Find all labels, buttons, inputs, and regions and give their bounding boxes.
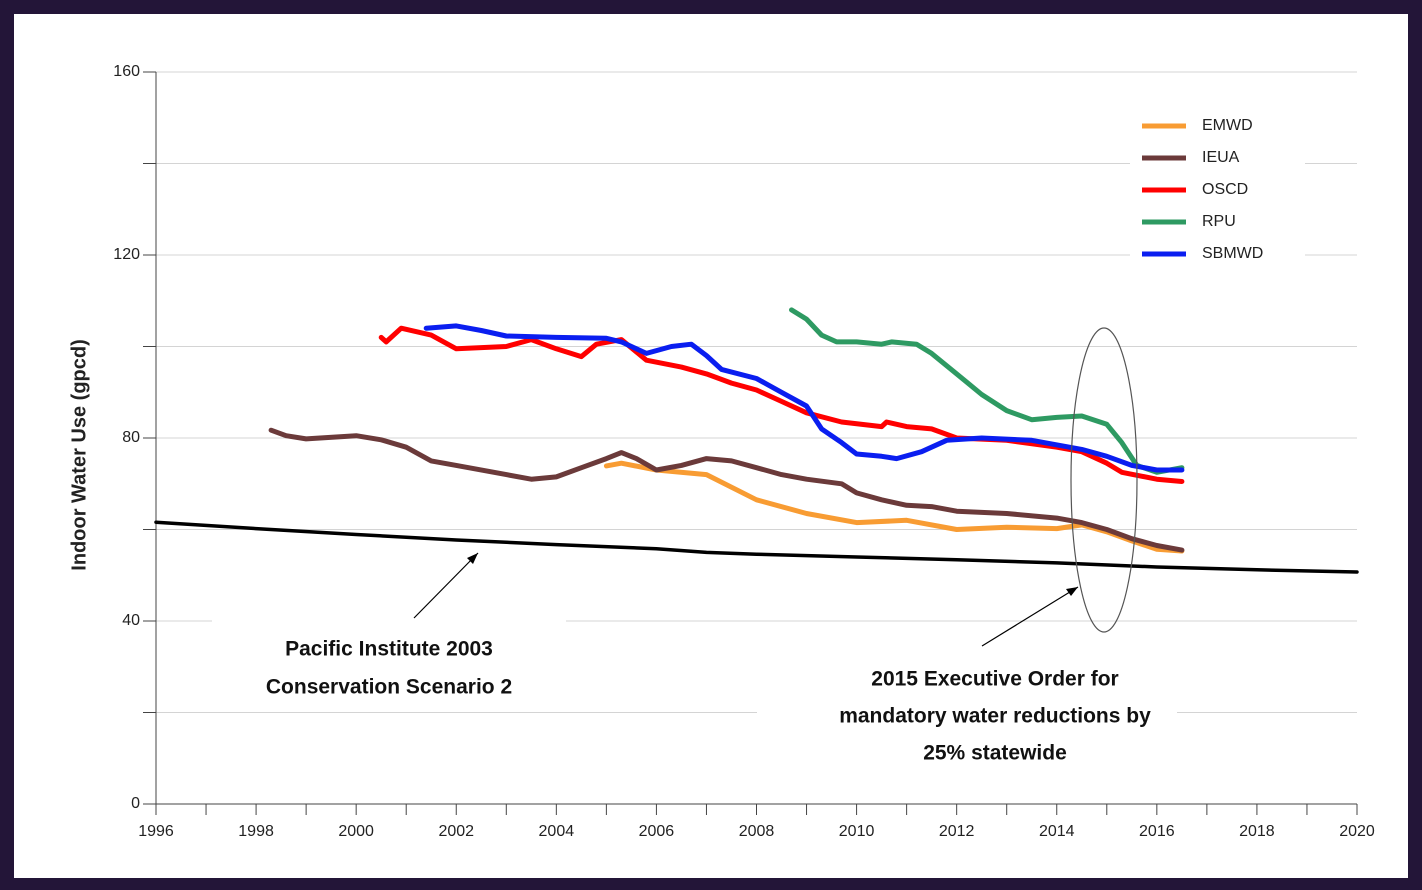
annotation-box — [757, 658, 1177, 770]
x-tick-label: 2002 — [438, 823, 474, 840]
x-tick-label: 2012 — [939, 823, 975, 840]
x-tick-label: 2000 — [338, 823, 374, 840]
annotation: 2015 Executive Order for — [871, 668, 1118, 691]
series-line — [789, 307, 1185, 475]
annotation: Pacific Institute 2003 — [285, 638, 493, 661]
series-line — [154, 520, 1359, 574]
x-tick-label: 2014 — [1039, 823, 1075, 840]
y-tick-label: 0 — [131, 795, 140, 812]
x-tick-label: 2020 — [1339, 823, 1375, 840]
overlay: Pacific Institute 2003 Conservation Scen… — [68, 110, 1305, 770]
y-tick-label: 80 — [122, 429, 140, 446]
annotation: mandatory water reductions by — [839, 705, 1151, 728]
x-tick-label: 1996 — [138, 823, 174, 840]
x-tick-label: 2016 — [1139, 823, 1175, 840]
legend-label: RPU — [1202, 213, 1236, 230]
arrow — [981, 586, 1079, 647]
x-tick-label: 2006 — [639, 823, 675, 840]
y-tick-label: 40 — [122, 612, 140, 629]
x-tick-label: 2010 — [839, 823, 875, 840]
x-tick-label: 2008 — [739, 823, 775, 840]
series-line — [268, 427, 1185, 553]
arrow — [413, 552, 479, 619]
legend-label: OSCD — [1202, 181, 1248, 198]
annotation-box — [212, 615, 566, 710]
x-tick-label: 1998 — [238, 823, 274, 840]
y-axis-label: Indoor Water Use (gpcd) — [68, 339, 90, 570]
x-tick-label: 2004 — [539, 823, 575, 840]
y-tick-label: 120 — [113, 246, 140, 263]
highlight-ellipse — [1070, 327, 1138, 633]
y-tick-label: 160 — [113, 63, 140, 80]
series-line — [423, 323, 1185, 473]
legend-label: IEUA — [1202, 149, 1240, 166]
annotation: Conservation Scenario 2 — [266, 676, 512, 699]
x-tick-label: 2018 — [1239, 823, 1275, 840]
legend-label: EMWD — [1202, 117, 1253, 134]
arrowhead — [1066, 587, 1078, 596]
plot: 0 40 80 120 160 1996 1998 2000 2002 2004 2006 2008 2… — [113, 63, 1375, 840]
annotation: 25% statewide — [923, 742, 1067, 765]
legend-label: SBMWD — [1202, 245, 1263, 262]
arrowhead — [467, 553, 478, 564]
